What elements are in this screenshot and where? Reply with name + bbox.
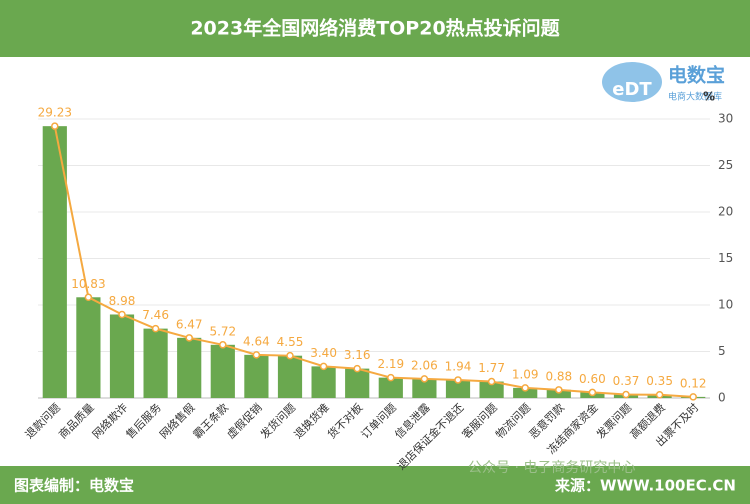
- logo: eDT 电数宝 电商大数据库: [602, 62, 725, 103]
- logo-tagline: 电商大数据库: [668, 91, 722, 103]
- y-tick-label: 0: [718, 391, 726, 405]
- value-label: 10.83: [71, 277, 105, 291]
- value-label: 29.23: [38, 106, 72, 120]
- value-label: 6.47: [176, 317, 203, 331]
- bar: [311, 366, 336, 398]
- logo-cloud: [602, 62, 662, 102]
- y-tick-label: 20: [718, 205, 733, 219]
- line-point: [219, 341, 227, 349]
- value-label: 1.77: [478, 361, 505, 375]
- bar: [277, 355, 303, 398]
- line-point: [454, 376, 462, 384]
- chart-title: 2023年全国网络消费TOP20热点投诉问题: [190, 17, 559, 40]
- value-label: 2.19: [377, 357, 404, 371]
- value-label: 0.35: [646, 374, 673, 388]
- bar: [378, 377, 403, 398]
- bar: [210, 344, 235, 398]
- footer-right: 来源：WWW.100EC.CN: [554, 477, 736, 495]
- value-label: 8.98: [109, 294, 136, 308]
- line-point: [51, 122, 59, 130]
- logo-name: 电数宝: [668, 64, 725, 87]
- line-point: [622, 390, 630, 399]
- y-tick-label: 5: [718, 344, 726, 358]
- line-point: [151, 324, 160, 333]
- line-point: [555, 386, 563, 394]
- bar: [345, 368, 370, 398]
- line-point: [286, 351, 294, 360]
- value-label: 5.72: [209, 324, 236, 338]
- y-tick-label: 25: [718, 158, 733, 172]
- bar: [546, 389, 571, 398]
- line-point: [353, 364, 361, 373]
- value-label: 4.64: [243, 334, 270, 348]
- value-label: 0.12: [680, 376, 707, 390]
- bar: [513, 387, 538, 398]
- title-bar: [0, 0, 750, 57]
- bar: [445, 379, 471, 398]
- watermark: 公众号 · 电子商务研究中心: [468, 460, 635, 476]
- value-label: 7.46: [142, 308, 169, 322]
- value-label: 3.16: [344, 348, 371, 362]
- line-point: [521, 384, 529, 392]
- value-label: 2.06: [411, 358, 438, 372]
- value-label: 0.60: [579, 372, 606, 386]
- line-point: [655, 390, 664, 399]
- logo-mark: eDT: [612, 79, 652, 100]
- bar: [109, 314, 135, 398]
- bar: [76, 297, 101, 398]
- value-label: 0.88: [545, 369, 572, 383]
- bar: [412, 378, 437, 398]
- value-label: 1.09: [512, 367, 539, 381]
- line-point: [420, 375, 429, 383]
- line-point: [588, 388, 597, 397]
- bar: [177, 337, 202, 398]
- footer-bar: [0, 466, 750, 504]
- line-point: [84, 293, 93, 302]
- line-point: [689, 393, 697, 401]
- trend-line: [53, 125, 694, 398]
- line-point: [118, 310, 126, 319]
- bar: [143, 328, 168, 398]
- footer-left: 图表编制：电数宝: [14, 477, 134, 495]
- y-tick-label: 30: [718, 112, 733, 126]
- bar: [244, 354, 269, 398]
- line-point: [387, 373, 395, 382]
- value-label: 4.55: [277, 335, 304, 349]
- y-tick-label: 10: [718, 298, 733, 312]
- line-point: [252, 351, 261, 359]
- line-point: [319, 362, 328, 371]
- value-label: 1.94: [445, 359, 472, 373]
- bar: [479, 381, 504, 398]
- line-point: [487, 377, 496, 386]
- line-point: [185, 334, 193, 342]
- value-label: 0.37: [613, 374, 640, 388]
- y-tick-label: 15: [718, 251, 733, 265]
- y-unit: %: [703, 90, 715, 104]
- value-label: 3.40: [310, 346, 337, 360]
